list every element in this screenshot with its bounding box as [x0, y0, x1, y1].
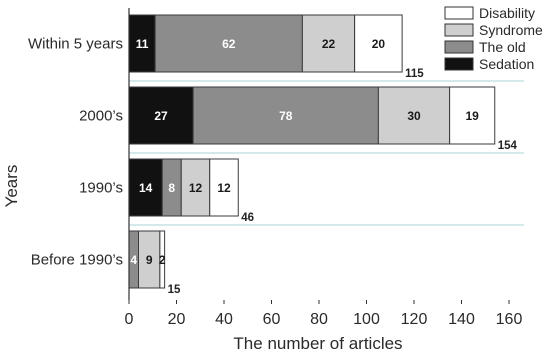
segment-value-label: 8 [168, 181, 175, 195]
x-tick-label: 100 [353, 311, 380, 328]
total-value-label: 15 [168, 284, 181, 296]
x-tick-label: 160 [496, 311, 523, 328]
bar-segment-disability [159, 230, 166, 289]
bar-segment-syndrome [180, 158, 211, 217]
y-axis-title: Years [2, 165, 21, 208]
legend-label: Syndrome [479, 22, 543, 38]
segment-value-label: 14 [139, 181, 153, 195]
segment-value-label: 11 [136, 37, 149, 51]
bar-segment-the-old [154, 14, 303, 73]
x-tick-label: 60 [263, 311, 281, 328]
bar-segments [128, 14, 496, 289]
x-tick-label: 40 [215, 311, 233, 328]
legend-swatch-sedation [444, 57, 474, 71]
bar-segment-disability [449, 86, 496, 145]
category-label: Before 1990’s [31, 252, 123, 269]
legend-swatch-disability [444, 6, 474, 20]
total-value-label: 46 [241, 212, 254, 224]
x-axis-ticks: 0 20 40 60 80 100 120 140 160 [125, 300, 523, 328]
legend-swatch-syndrome [444, 23, 474, 37]
segment-value-label: 27 [154, 109, 168, 123]
legend-label: Disability [479, 5, 535, 21]
x-tick-label: 20 [168, 311, 186, 328]
segment-value-label: 4 [130, 253, 137, 267]
category-label: Within 5 years [28, 36, 123, 53]
segment-value-label: 12 [217, 181, 231, 195]
segment-value-label: 12 [189, 181, 203, 195]
category-separators [129, 80, 524, 226]
segment-value-label: 62 [222, 37, 236, 51]
category-labels: Within 5 years 2000’s 1990’s Before 1990’s [28, 36, 123, 269]
bar-segment-syndrome [377, 86, 451, 145]
bar-segment-disability [209, 158, 239, 217]
x-tick-label: 120 [401, 311, 428, 328]
segment-value-label: 9 [146, 253, 153, 267]
legend-swatch-the-old [444, 40, 474, 54]
total-value-labels: 115 154 46 15 [168, 68, 518, 296]
segment-value-label: 22 [322, 37, 336, 51]
total-value-label: 115 [405, 68, 424, 80]
x-axis-title: The number of articles [233, 334, 402, 353]
segment-value-labels: 11 62 22 20 27 78 30 19 14 8 12 12 4 9 2 [130, 37, 479, 267]
bar-segment-syndrome [301, 14, 356, 73]
x-tick-label: 140 [448, 311, 475, 328]
category-label: 2000’s [79, 108, 123, 125]
bar-segment-sedation [128, 86, 194, 145]
x-tick-label: 0 [125, 311, 134, 328]
segment-value-label: 30 [407, 109, 421, 123]
legend-label: The old [479, 39, 526, 55]
bar-segment-sedation [128, 14, 156, 73]
segment-value-label: 20 [372, 37, 386, 51]
segment-value-label: 78 [279, 109, 293, 123]
bar-segment-disability [354, 14, 403, 73]
bar-segment-the-old [192, 86, 379, 145]
x-tick-label: 80 [310, 311, 328, 328]
category-label: 1990’s [79, 180, 123, 197]
legend-label: Sedation [479, 56, 534, 72]
segment-value-label: 2 [159, 253, 166, 267]
segment-value-label: 19 [466, 109, 480, 123]
total-value-label: 154 [498, 140, 518, 152]
